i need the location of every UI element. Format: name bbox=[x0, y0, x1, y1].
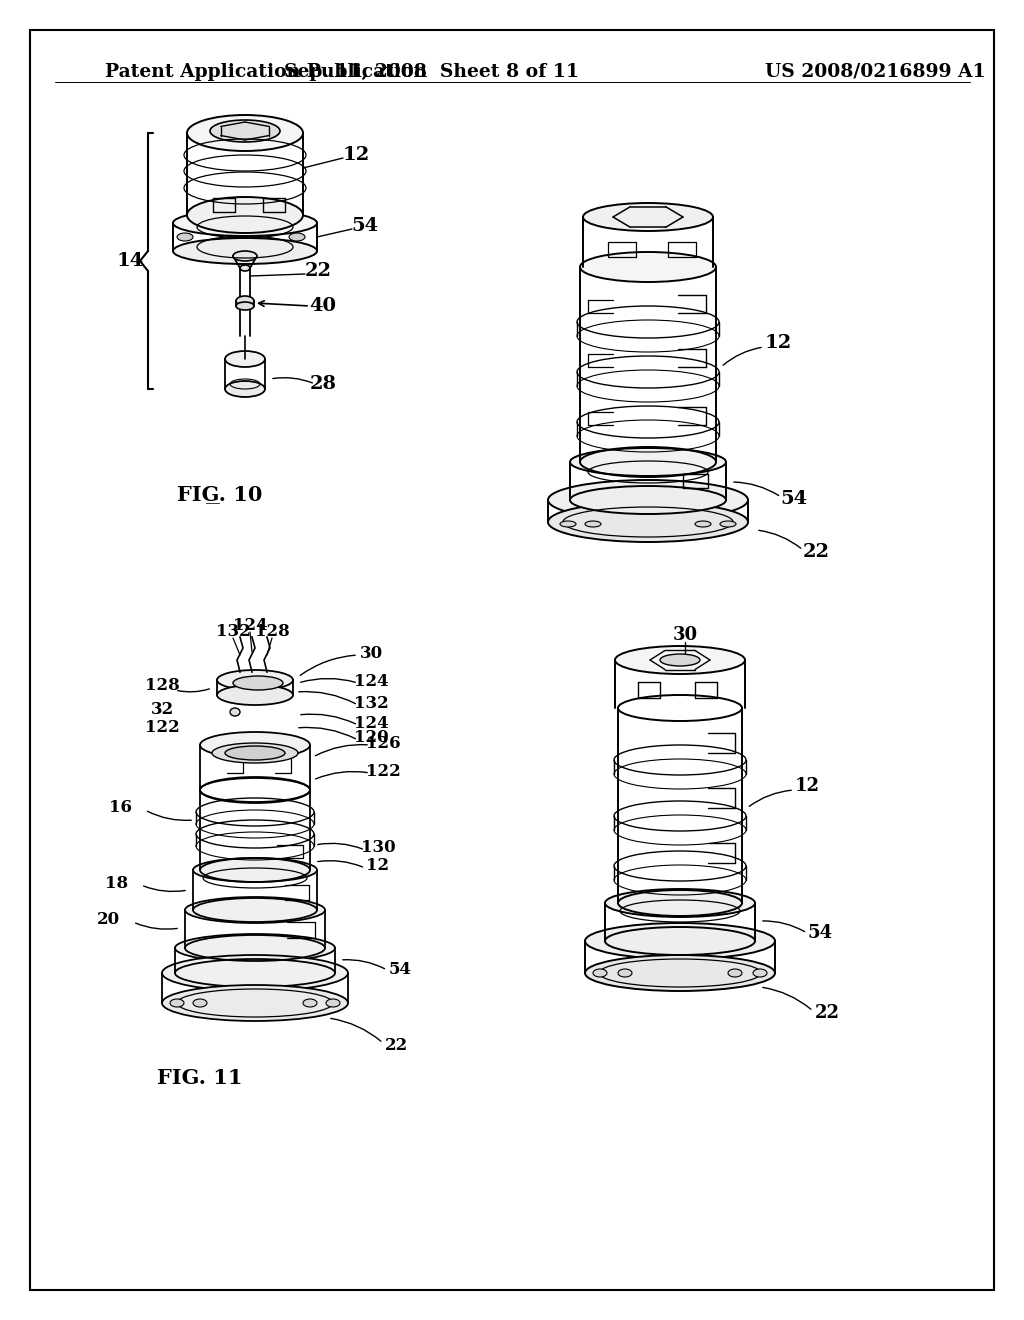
Ellipse shape bbox=[560, 521, 575, 527]
Text: 124: 124 bbox=[353, 714, 388, 731]
Ellipse shape bbox=[170, 999, 184, 1007]
Ellipse shape bbox=[615, 645, 745, 675]
Ellipse shape bbox=[230, 708, 240, 715]
Text: 32: 32 bbox=[151, 701, 174, 718]
Text: 132: 132 bbox=[216, 623, 251, 640]
Text: 132: 132 bbox=[353, 694, 388, 711]
Ellipse shape bbox=[303, 999, 317, 1007]
Text: 54: 54 bbox=[808, 924, 833, 942]
Ellipse shape bbox=[236, 302, 254, 310]
Text: 30: 30 bbox=[673, 626, 697, 644]
Text: 18: 18 bbox=[104, 874, 128, 891]
Ellipse shape bbox=[200, 733, 310, 758]
Text: 54: 54 bbox=[351, 216, 379, 235]
Text: Patent Application Publication: Patent Application Publication bbox=[105, 63, 427, 81]
Ellipse shape bbox=[583, 203, 713, 231]
Ellipse shape bbox=[175, 935, 335, 962]
Text: 14: 14 bbox=[117, 252, 143, 271]
Text: 20: 20 bbox=[97, 912, 120, 928]
Text: 128: 128 bbox=[255, 623, 290, 640]
Ellipse shape bbox=[593, 969, 607, 977]
Ellipse shape bbox=[187, 115, 303, 150]
Ellipse shape bbox=[728, 969, 742, 977]
Ellipse shape bbox=[585, 521, 601, 527]
Ellipse shape bbox=[695, 521, 711, 527]
Text: 126: 126 bbox=[366, 734, 400, 751]
Ellipse shape bbox=[233, 676, 283, 690]
Ellipse shape bbox=[217, 685, 293, 705]
Ellipse shape bbox=[570, 447, 726, 477]
Text: 122: 122 bbox=[366, 763, 400, 780]
Text: 28: 28 bbox=[309, 375, 337, 393]
Ellipse shape bbox=[548, 480, 748, 520]
Text: 40: 40 bbox=[309, 297, 337, 315]
Text: 16: 16 bbox=[109, 800, 132, 817]
Ellipse shape bbox=[185, 898, 325, 923]
Ellipse shape bbox=[162, 954, 348, 991]
Ellipse shape bbox=[570, 486, 726, 513]
Ellipse shape bbox=[210, 120, 280, 143]
Ellipse shape bbox=[225, 746, 285, 760]
Ellipse shape bbox=[173, 210, 317, 236]
Ellipse shape bbox=[177, 234, 193, 242]
Ellipse shape bbox=[289, 234, 305, 242]
Ellipse shape bbox=[217, 671, 293, 690]
Text: 12: 12 bbox=[367, 858, 389, 874]
Ellipse shape bbox=[240, 265, 250, 271]
Ellipse shape bbox=[233, 251, 257, 261]
Text: 124: 124 bbox=[232, 616, 267, 634]
Text: 120: 120 bbox=[353, 730, 388, 747]
Text: Sep. 11, 2008  Sheet 8 of 11: Sep. 11, 2008 Sheet 8 of 11 bbox=[285, 63, 580, 81]
Text: __: __ bbox=[206, 490, 220, 504]
Text: 30: 30 bbox=[359, 644, 383, 661]
Ellipse shape bbox=[753, 969, 767, 977]
Ellipse shape bbox=[225, 351, 265, 367]
Ellipse shape bbox=[162, 985, 348, 1020]
Ellipse shape bbox=[660, 653, 700, 667]
Text: 54: 54 bbox=[388, 961, 412, 978]
Ellipse shape bbox=[605, 888, 755, 917]
Ellipse shape bbox=[585, 954, 775, 991]
Text: 12: 12 bbox=[764, 334, 792, 352]
Text: 22: 22 bbox=[304, 261, 332, 280]
Ellipse shape bbox=[225, 381, 265, 397]
Ellipse shape bbox=[193, 858, 317, 882]
Text: 12: 12 bbox=[342, 147, 370, 164]
Text: 128: 128 bbox=[144, 676, 179, 693]
Ellipse shape bbox=[212, 743, 298, 763]
Text: 22: 22 bbox=[814, 1005, 840, 1022]
Text: FIG. 10: FIG. 10 bbox=[177, 484, 263, 506]
Ellipse shape bbox=[326, 999, 340, 1007]
Ellipse shape bbox=[720, 521, 736, 527]
Text: 130: 130 bbox=[360, 840, 395, 857]
Ellipse shape bbox=[618, 969, 632, 977]
Ellipse shape bbox=[236, 296, 254, 306]
Ellipse shape bbox=[187, 197, 303, 234]
Text: US 2008/0216899 A1: US 2008/0216899 A1 bbox=[765, 63, 985, 81]
Ellipse shape bbox=[580, 252, 716, 282]
Ellipse shape bbox=[193, 999, 207, 1007]
Text: 54: 54 bbox=[780, 490, 808, 508]
Ellipse shape bbox=[585, 923, 775, 960]
Text: 12: 12 bbox=[795, 777, 819, 795]
Text: 22: 22 bbox=[803, 543, 829, 561]
Text: FIG. 11: FIG. 11 bbox=[158, 1068, 243, 1088]
Text: 22: 22 bbox=[384, 1036, 408, 1053]
Text: 122: 122 bbox=[144, 719, 179, 737]
Ellipse shape bbox=[173, 238, 317, 264]
Ellipse shape bbox=[548, 502, 748, 543]
Ellipse shape bbox=[605, 927, 755, 954]
Text: 124: 124 bbox=[353, 672, 388, 689]
